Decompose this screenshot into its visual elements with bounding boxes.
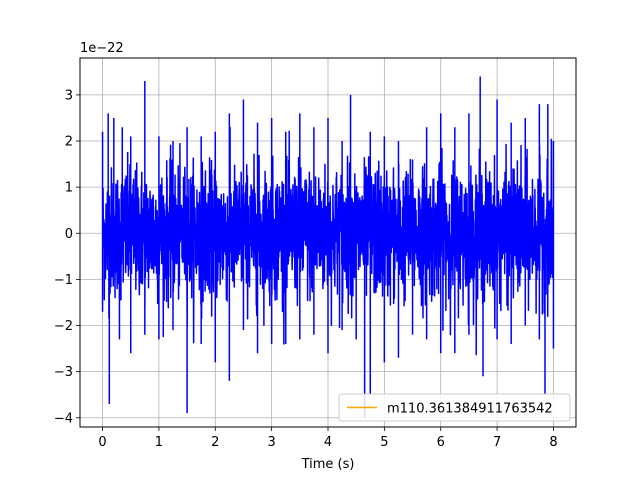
x-axis-label: Time (s) [301, 457, 355, 472]
x-tick-label: 2 [211, 435, 219, 450]
y-tick-label: −1 [54, 273, 73, 288]
x-tick-label: 3 [267, 435, 275, 450]
signal-line [101, 76, 555, 418]
x-tick-label: 6 [437, 435, 445, 450]
y-tick-label: 3 [65, 88, 73, 103]
legend: m110.361384911763542 [338, 393, 571, 422]
x-tick-label: 7 [493, 435, 501, 450]
y-tick-label: 0 [65, 227, 73, 242]
x-tick-label: 1 [155, 435, 163, 450]
legend-label: m110.361384911763542 [387, 402, 553, 417]
legend-box [338, 393, 571, 422]
x-tick-label: 0 [98, 435, 106, 450]
x-axis: 0 1 2 3 4 5 6 7 8 [98, 427, 558, 450]
signal-series [101, 76, 555, 418]
y-axis: −4 −3 −2 −1 0 1 2 3 [54, 88, 80, 426]
y-scale-label: 1e−22 [80, 41, 124, 56]
x-tick-label: 4 [324, 435, 332, 450]
x-tick-label: 8 [549, 435, 557, 450]
y-tick-label: −4 [54, 411, 73, 426]
x-tick-label: 5 [380, 435, 388, 450]
y-tick-label: −2 [54, 319, 73, 334]
y-tick-label: 2 [65, 135, 73, 150]
y-tick-label: 1 [65, 181, 73, 196]
y-tick-label: −3 [54, 365, 73, 380]
